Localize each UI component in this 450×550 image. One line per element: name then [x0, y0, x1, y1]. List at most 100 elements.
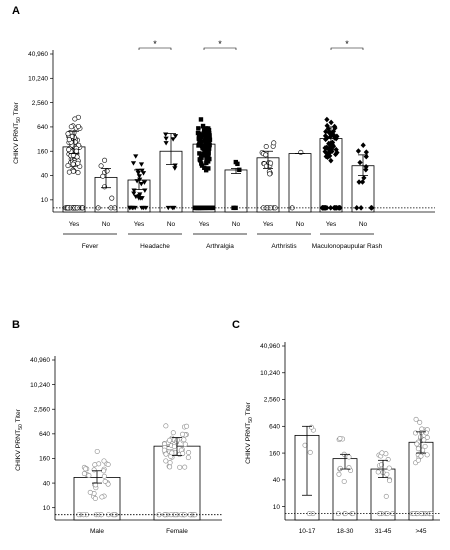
data-point — [204, 149, 209, 155]
data-point — [167, 460, 173, 466]
data-point — [180, 431, 186, 437]
data-point — [140, 171, 147, 176]
data-point — [68, 124, 74, 130]
data-point — [418, 434, 424, 440]
data-point — [205, 159, 211, 164]
y-tick-label: 10,240 — [28, 76, 48, 83]
data-point — [413, 430, 419, 436]
data-point — [327, 144, 333, 151]
data-point — [326, 150, 332, 156]
y-tick-label: 40,960 — [28, 51, 48, 58]
data-point — [66, 169, 72, 175]
data-point — [70, 168, 76, 174]
data-point — [163, 458, 169, 464]
data-point — [200, 123, 206, 129]
category-label: Yes — [199, 221, 210, 228]
data-point — [81, 471, 87, 477]
data-point — [139, 205, 145, 211]
data-point — [324, 116, 330, 123]
data-point — [197, 139, 202, 144]
data-point — [169, 450, 175, 456]
category-label: 31-45 — [375, 528, 392, 535]
data-point — [91, 467, 97, 473]
y-tick-label: 40 — [43, 480, 51, 487]
data-point — [375, 469, 381, 475]
data-point — [131, 191, 137, 196]
data-point — [171, 444, 177, 450]
y-tick-label: 40,960 — [30, 357, 50, 364]
data-point — [378, 462, 384, 468]
data-point — [207, 133, 212, 138]
data-point — [137, 177, 143, 183]
data-point — [334, 149, 340, 156]
y-tick-label: 10,240 — [260, 370, 280, 377]
significance-star: * — [345, 39, 349, 49]
data-point — [332, 125, 338, 131]
data-point — [65, 131, 71, 137]
data-point — [92, 496, 98, 502]
data-point — [355, 148, 362, 154]
data-point — [415, 446, 421, 452]
data-point — [174, 437, 180, 443]
data-point — [133, 194, 139, 200]
data-point — [383, 493, 389, 499]
data-point — [323, 128, 329, 135]
data-point — [356, 179, 362, 185]
data-point — [330, 143, 337, 150]
data-point — [421, 437, 427, 443]
data-point — [271, 140, 277, 146]
data-point — [199, 163, 205, 168]
data-point — [418, 430, 424, 436]
data-point — [207, 142, 212, 148]
data-point — [379, 450, 385, 456]
data-point — [186, 449, 192, 455]
data-point — [75, 160, 81, 166]
panel-a: A 10 40 160 640 2,560 10,240 40,960 CHIKV PRNT50… — [12, 5, 435, 250]
data-point — [141, 180, 148, 185]
y-tick-label: 2,560 — [34, 406, 51, 413]
data-point — [65, 163, 71, 169]
data-point — [415, 457, 421, 463]
y-axis-label: CHIKV PRNT50 Titer — [13, 101, 22, 164]
data-point — [325, 125, 331, 132]
y-tick-label: 40,960 — [260, 343, 280, 350]
group-label: Maculonopaupular Rash — [312, 243, 383, 250]
y-tick-label: 10 — [43, 505, 51, 512]
category-label: >45 — [415, 528, 426, 535]
panel-letter-a: A — [12, 5, 20, 17]
data-point — [202, 165, 207, 170]
significance-star: * — [153, 39, 157, 49]
data-point — [322, 133, 329, 139]
panel-letter-b: B — [12, 319, 20, 331]
category-label: Yes — [69, 221, 80, 228]
data-point — [102, 157, 108, 163]
category-label: Yes — [263, 221, 274, 228]
data-point — [308, 424, 314, 430]
data-point — [423, 430, 429, 436]
y-tick-label: 640 — [37, 124, 48, 131]
data-point — [94, 448, 100, 454]
data-point — [387, 478, 393, 484]
data-point — [207, 156, 212, 162]
data-point — [358, 205, 364, 211]
data-point — [424, 452, 430, 458]
data-point — [163, 423, 169, 429]
data-point — [195, 130, 201, 136]
category-label: Yes — [326, 221, 337, 228]
significance-bracket — [330, 47, 364, 50]
data-point — [138, 182, 144, 187]
data-point — [363, 149, 369, 155]
category-label: No — [232, 221, 241, 228]
data-point — [198, 158, 203, 163]
y-axis-label: CHIKV PRNT50 Titer — [245, 401, 254, 464]
data-point — [346, 454, 352, 460]
data-point — [327, 153, 333, 159]
data-point — [92, 462, 98, 468]
y-tick-label: 40 — [41, 173, 49, 180]
data-point — [207, 135, 212, 140]
data-point — [99, 494, 105, 500]
data-point — [98, 163, 104, 169]
panel-b: B 10 40 160 640 2,560 10,240 40,960 CHIKV PRNT50… — [12, 319, 222, 535]
data-point — [268, 160, 274, 166]
data-point — [323, 136, 329, 143]
